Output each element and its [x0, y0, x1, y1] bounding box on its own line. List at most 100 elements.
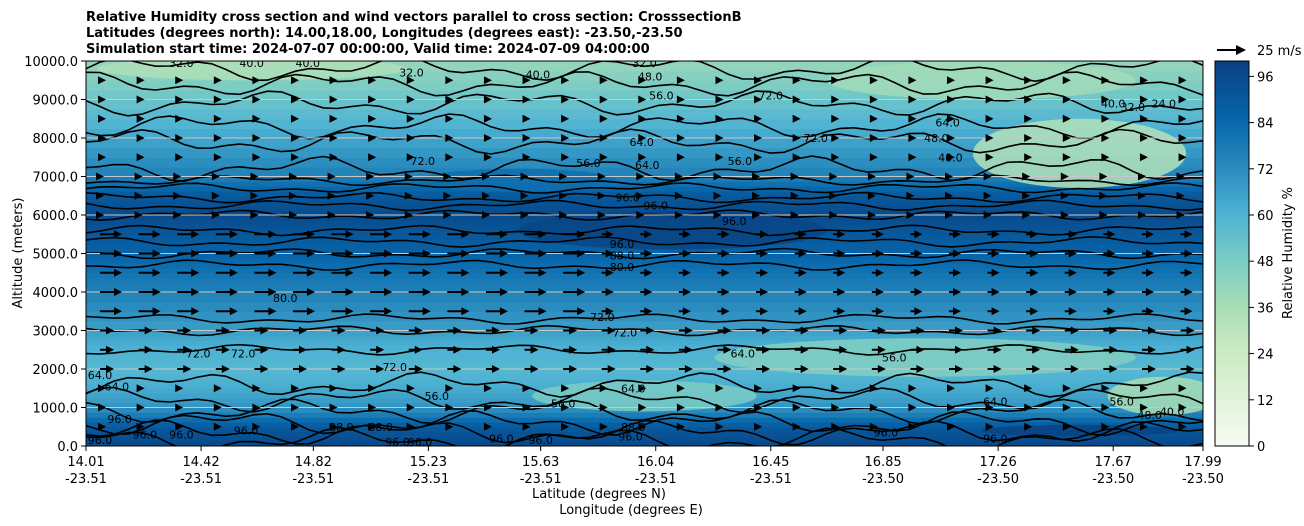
contour-label: 64.0 — [105, 380, 130, 393]
wind-vector — [447, 288, 470, 296]
wind-vector — [561, 95, 570, 104]
rh-band — [86, 330, 1203, 336]
contour-label: 56.0 — [551, 398, 576, 411]
rh-band — [86, 195, 1203, 202]
rh-band — [86, 311, 1203, 322]
wind-vector — [947, 76, 956, 85]
wind-vector — [447, 230, 470, 239]
wind-vector — [754, 76, 763, 85]
wind-vector — [1178, 403, 1187, 412]
wind-vector — [329, 422, 338, 431]
wind-vector — [601, 307, 614, 316]
colorbar-tick-label: 84 — [1257, 117, 1274, 132]
contour-label: 96.0 — [133, 428, 158, 441]
wind-vector — [833, 268, 846, 277]
wind-vector — [290, 153, 299, 162]
wind-vector — [520, 211, 529, 219]
wind-vector — [1101, 153, 1110, 162]
wind-vector — [292, 345, 307, 354]
contour-line — [86, 113, 1203, 140]
wind-vector — [1064, 307, 1077, 316]
wind-vector — [947, 95, 956, 104]
wind-vector — [792, 95, 801, 104]
y-tick-label: 9000.0 — [33, 94, 79, 109]
wind-vector — [213, 134, 222, 142]
contour-label: 64.0 — [635, 159, 660, 172]
wind-vector — [98, 384, 107, 393]
wind-vector — [678, 307, 691, 316]
contour-label: 96.0 — [489, 432, 514, 445]
wind-vector — [910, 345, 925, 354]
wind-vector — [175, 114, 184, 123]
wind-vector — [250, 172, 259, 181]
wind-vector — [288, 211, 297, 219]
y-tick-label: 5000.0 — [33, 248, 79, 263]
wind-vector — [1103, 365, 1118, 373]
quiver-key-arrowhead — [1236, 45, 1246, 55]
contour-label: 72.0 — [186, 348, 211, 361]
wind-vector — [601, 326, 616, 335]
wind-vector — [1180, 345, 1195, 354]
wind-vector — [713, 211, 722, 219]
wind-vector — [949, 230, 962, 239]
wind-vector — [408, 307, 431, 316]
wind-vector — [1062, 384, 1071, 393]
wind-vector — [597, 172, 606, 181]
y-axis-ticks: 0.0 1000.0 2000.0 3000.0 4000.0 5000.0 6000.0 7… — [24, 55, 86, 455]
wind-vector — [98, 422, 107, 431]
contour-line — [86, 71, 1203, 97]
wind-vector — [211, 191, 220, 200]
wind-vector — [404, 191, 413, 200]
wind-vector — [443, 191, 452, 200]
wind-vector — [1103, 326, 1118, 335]
wind-vector — [445, 403, 454, 412]
wind-vector — [754, 153, 763, 162]
wind-vector — [910, 268, 923, 277]
contour-label: 96.0 — [408, 436, 433, 449]
contour-label: 48.0 — [924, 132, 949, 145]
wind-vector — [485, 249, 508, 258]
wind-vector — [522, 95, 531, 104]
wind-vector — [908, 384, 917, 393]
x-tick-label-lon: -23.50 — [1182, 472, 1224, 487]
wind-vector — [215, 268, 238, 277]
wind-vector — [1141, 326, 1156, 335]
wind-vector — [177, 326, 192, 335]
contour-label: 96.0 — [618, 430, 643, 443]
contour-label: 48.0 — [638, 70, 663, 83]
wind-vector — [254, 326, 269, 335]
wind-vector — [292, 288, 315, 296]
wind-vector — [252, 95, 261, 104]
wind-vector — [292, 307, 315, 316]
contour-label: 40.0 — [526, 68, 551, 81]
rh-band — [86, 138, 1203, 149]
wind-vector — [640, 268, 653, 277]
wind-vector — [213, 76, 222, 85]
wind-vector — [831, 153, 840, 162]
wind-vector — [177, 365, 192, 373]
y-tick-label: 6000.0 — [33, 209, 79, 224]
wind-vector — [559, 172, 568, 181]
wind-vector — [100, 365, 115, 373]
wind-vector — [599, 134, 608, 142]
wind-vector — [599, 95, 608, 104]
wind-vector — [1024, 403, 1033, 412]
wind-vector — [368, 153, 377, 162]
wind-vector — [100, 326, 115, 335]
wind-vector — [290, 134, 299, 142]
rh-band — [86, 157, 1203, 168]
wind-vector — [406, 95, 415, 104]
wind-vector — [867, 211, 876, 219]
x-axis-ticks: 14.01 -23.51 14.42 -23.51 14.82 -23.51 15.23 -2… — [65, 446, 1224, 487]
x-tick-label-lon: -23.51 — [635, 472, 677, 487]
contour-label: 96.0 — [107, 413, 132, 426]
contour-line — [86, 419, 1203, 446]
rh-patch — [826, 61, 1136, 100]
wind-vector — [1060, 172, 1069, 181]
rh-band — [86, 190, 1203, 197]
wind-vector — [563, 288, 586, 296]
wind-vector — [368, 134, 377, 142]
rh-band — [86, 320, 1203, 332]
contour-label: 88.0 — [329, 421, 354, 434]
contour-label: 32.0 — [632, 57, 657, 70]
